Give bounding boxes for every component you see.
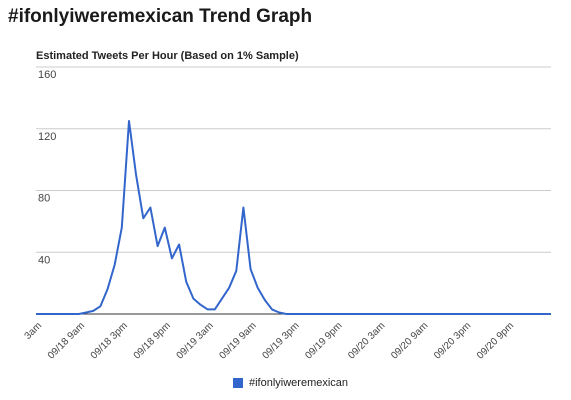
x-tick-label: 09/18 9am xyxy=(46,320,87,361)
y-tick-label: 80 xyxy=(38,193,50,205)
y-tick-label: 120 xyxy=(38,131,56,143)
x-tick-label: 09/19 3am xyxy=(175,320,216,361)
series-line-0 xyxy=(36,120,551,315)
x-tick-label: 09/18 9pm xyxy=(132,320,173,361)
x-tick-label: 09/20 3am xyxy=(346,320,387,361)
x-tick-label: 09/20 9pm xyxy=(475,320,516,361)
chart-legend: #ifonlyiweremexican xyxy=(233,377,348,389)
legend-swatch xyxy=(233,378,243,388)
x-tick-label: 09/19 3pm xyxy=(260,320,301,361)
x-tick-label: 09/18 3pm xyxy=(89,320,130,361)
y-tick-label: 160 xyxy=(38,69,56,81)
x-tick-label: 09/19 9am xyxy=(218,320,259,361)
chart-title: Estimated Tweets Per Hour (Based on 1% S… xyxy=(36,50,299,62)
y-tick-label: 40 xyxy=(38,254,50,266)
legend-label: #ifonlyiweremexican xyxy=(249,377,349,389)
x-tick-label: 09/20 3pm xyxy=(432,320,473,361)
x-tick-label: 3am xyxy=(23,320,45,342)
x-tick-label: 09/20 9am xyxy=(389,320,430,361)
page-title: #ifonlyiweremexican Trend Graph xyxy=(8,6,313,27)
x-tick-label: 09/19 9pm xyxy=(303,320,344,361)
